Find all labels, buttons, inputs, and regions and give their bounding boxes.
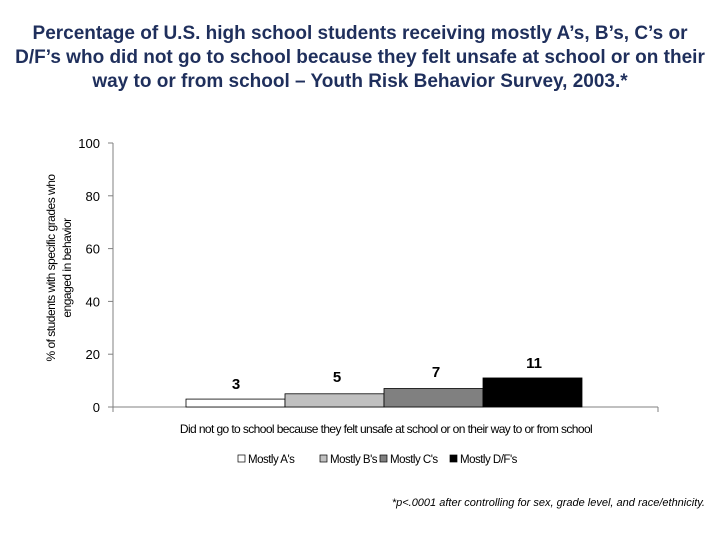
- x-category-label: Did not go to school because they felt u…: [180, 422, 592, 436]
- footnote: *p<.0001 after controlling for sex, grad…: [391, 497, 705, 509]
- page-title: Percentage of U.S. high school students …: [15, 23, 705, 92]
- y-tick-label: 0: [93, 400, 100, 415]
- y-axis-label: % of students with specific grades who en…: [44, 174, 74, 362]
- legend: Mostly A's Mostly B's Mostly C's Mostly D/F…: [237, 454, 518, 466]
- legend-label: Mostly C's: [390, 454, 438, 466]
- data-label: 7: [432, 364, 440, 381]
- x-category-label-group: Did not go to school because they felt u…: [180, 422, 593, 436]
- legend-swatch: [237, 454, 246, 463]
- y-tick-label: 40: [86, 294, 100, 309]
- bar-chart: % of students with specific grades who en…: [44, 136, 659, 466]
- y-tick-label: 20: [86, 347, 100, 362]
- legend-label: Mostly A's: [248, 454, 295, 466]
- data-label: 3: [232, 376, 240, 393]
- axes: [112, 143, 659, 412]
- y-axis-label-line: % of students with specific grades who: [44, 174, 58, 362]
- data-label: 5: [333, 369, 341, 386]
- bar-1: [185, 398, 286, 408]
- y-tick-label: 80: [86, 189, 100, 204]
- legend-swatch: [449, 454, 458, 463]
- y-axis-label-line: engaged in behavior: [60, 218, 74, 318]
- bar-2: [284, 393, 385, 408]
- bar-4: [482, 377, 583, 408]
- data-label: 11: [526, 355, 542, 372]
- legend-label: Mostly B's: [330, 454, 378, 466]
- bar-3: [383, 388, 484, 408]
- data-labels: 3 5 7 11: [232, 355, 542, 393]
- y-ticks: 0 20 40 60 80 100: [78, 136, 113, 415]
- legend-swatch: [319, 454, 328, 463]
- legend-label: Mostly D/F's: [460, 454, 518, 466]
- legend-swatch: [379, 454, 388, 463]
- bars: [185, 377, 583, 408]
- y-tick-label: 100: [78, 136, 100, 151]
- y-tick-label: 60: [86, 242, 100, 257]
